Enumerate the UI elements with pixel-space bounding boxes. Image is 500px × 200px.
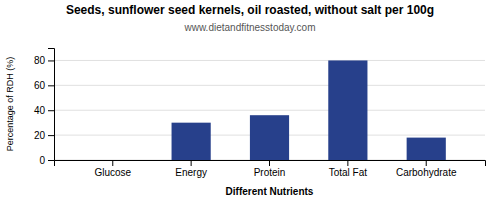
y-tick-mark xyxy=(48,85,54,86)
grid-line xyxy=(54,60,485,61)
y-tick-mark xyxy=(48,135,54,136)
y-tick: 40 xyxy=(34,105,54,116)
title: Seeds, sunflower seed kernels, oil roast… xyxy=(66,3,434,17)
y-tick-mark xyxy=(48,160,54,161)
x-tick-mark xyxy=(112,160,113,166)
x-tick-label: Energy xyxy=(175,167,207,178)
y-tick-label: 60 xyxy=(34,80,46,91)
y-tick-label: 80 xyxy=(34,55,46,66)
grid-line xyxy=(54,85,485,86)
y-axis-line xyxy=(48,49,55,161)
y-tick-label: 0 xyxy=(39,155,45,166)
x-tick-label: Protein xyxy=(254,167,286,178)
bar xyxy=(328,60,367,160)
bar xyxy=(172,123,211,160)
y-tick: 60 xyxy=(34,80,54,91)
x-tick-mark xyxy=(191,160,192,166)
grid xyxy=(54,60,485,160)
x-tick: Total Fat xyxy=(329,160,368,178)
y-axis-title: Percentage of RDH (%) xyxy=(5,57,15,152)
x-tick: Energy xyxy=(175,160,207,178)
bar xyxy=(250,115,289,160)
y-tick: 20 xyxy=(34,130,54,141)
x-tick: Protein xyxy=(254,160,286,178)
x-tick: Carbohydrate xyxy=(396,160,457,178)
x-tick-label: Carbohydrate xyxy=(396,167,457,178)
y-tick: 80 xyxy=(34,55,54,66)
y-tick-mark xyxy=(48,110,54,111)
x-tick-mark xyxy=(347,160,348,166)
y-tick-label: 40 xyxy=(34,105,46,116)
subtitle: www.dietandfitnesstoday.com xyxy=(184,22,316,33)
chart: Seeds, sunflower seed kernels, oil roast… xyxy=(0,0,500,200)
x-axis-line xyxy=(55,161,486,167)
plot: 0 20 40 60 80 Glucose Energy Protein Total Fat Ca… xyxy=(34,49,486,179)
y-tick-mark xyxy=(48,60,54,61)
bar xyxy=(93,160,132,161)
grid-line xyxy=(54,110,485,111)
bars xyxy=(172,60,446,160)
bar xyxy=(407,138,446,160)
x-tick: Glucose xyxy=(94,160,131,178)
x-tick-mark xyxy=(426,160,427,166)
y-tick-label: 20 xyxy=(34,130,46,141)
x-tick-label: Glucose xyxy=(94,167,131,178)
y-tick: 0 xyxy=(39,155,54,166)
y-axis: 0 20 40 60 80 xyxy=(34,49,55,166)
x-tick-label: Total Fat xyxy=(329,167,368,178)
x-tick-mark xyxy=(269,160,270,166)
x-axis: Glucose Energy Protein Total Fat Carbohydrat… xyxy=(55,160,486,178)
x-axis-title: Different Nutrients xyxy=(226,186,314,197)
chart-container: Seeds, sunflower seed kernels, oil roast… xyxy=(0,0,500,200)
